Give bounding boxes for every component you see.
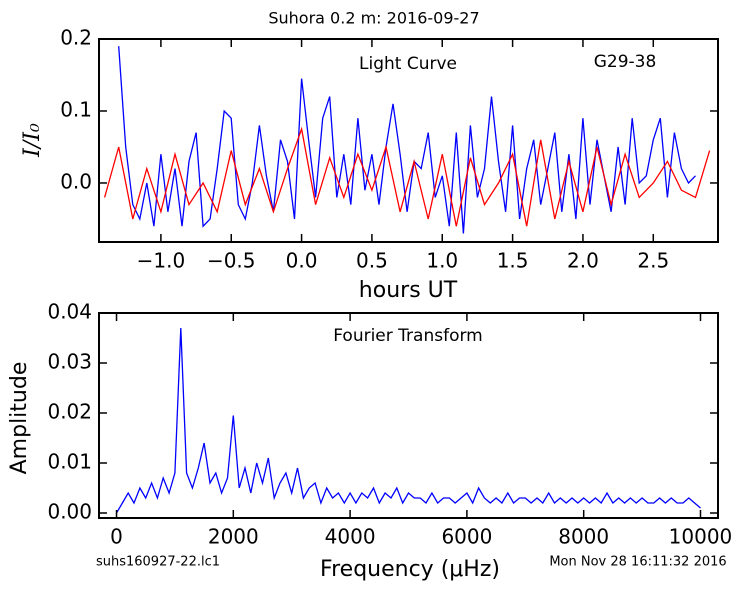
x-axis-label: hours UT <box>359 278 458 303</box>
x-tick-label: 8000 <box>558 525 609 549</box>
x-tick-label: 2.0 <box>567 249 599 273</box>
axes-frame <box>98 38 719 243</box>
footer: suhs160927-22.lc1 <box>96 555 220 570</box>
y-axis-label: I/I₀ <box>20 123 45 158</box>
y-tick-label: 0.0 <box>60 169 92 193</box>
x-tick-label: 0.5 <box>356 249 388 273</box>
y-tick-label: 0.02 <box>47 400 92 424</box>
y-tick-label: 0.2 <box>60 26 92 50</box>
y-tick-label: 0.1 <box>60 97 92 121</box>
y-tick-label: 0.03 <box>47 350 92 374</box>
data-line <box>115 327 701 514</box>
axes-frame <box>98 312 719 519</box>
y-tick-label: 0.00 <box>47 500 92 524</box>
x-tick-label: 0 <box>110 525 123 549</box>
x-tick-label: 1.5 <box>497 249 529 273</box>
x-tick-label: 0.0 <box>286 249 318 273</box>
x-tick-label: 4000 <box>325 525 376 549</box>
data-line <box>118 46 696 234</box>
x-tick-label: 1.0 <box>426 249 458 273</box>
x-tick-label: 2000 <box>208 525 259 549</box>
data-line <box>103 126 711 227</box>
y-tick-label: 0.01 <box>47 450 92 474</box>
x-tick-label: −1.0 <box>137 249 186 273</box>
x-tick-label: 6000 <box>441 525 492 549</box>
annotation: Fourier Transform <box>333 326 482 346</box>
x-tick-label: 10000 <box>669 525 733 549</box>
y-tick-label: 0.04 <box>47 300 92 324</box>
annotation: G29-38 <box>594 52 657 72</box>
x-axis-label: Frequency (μHz) <box>320 557 500 582</box>
footer: Mon Nov 28 16:11:32 2016 <box>549 555 726 570</box>
x-tick-label: 2.5 <box>637 249 669 273</box>
annotation: Light Curve <box>359 54 457 74</box>
chart-title: Suhora 0.2 m: 2016-09-27 <box>268 9 479 28</box>
x-tick-label: −0.5 <box>207 249 256 273</box>
y-axis-label: Amplitude <box>7 362 32 475</box>
